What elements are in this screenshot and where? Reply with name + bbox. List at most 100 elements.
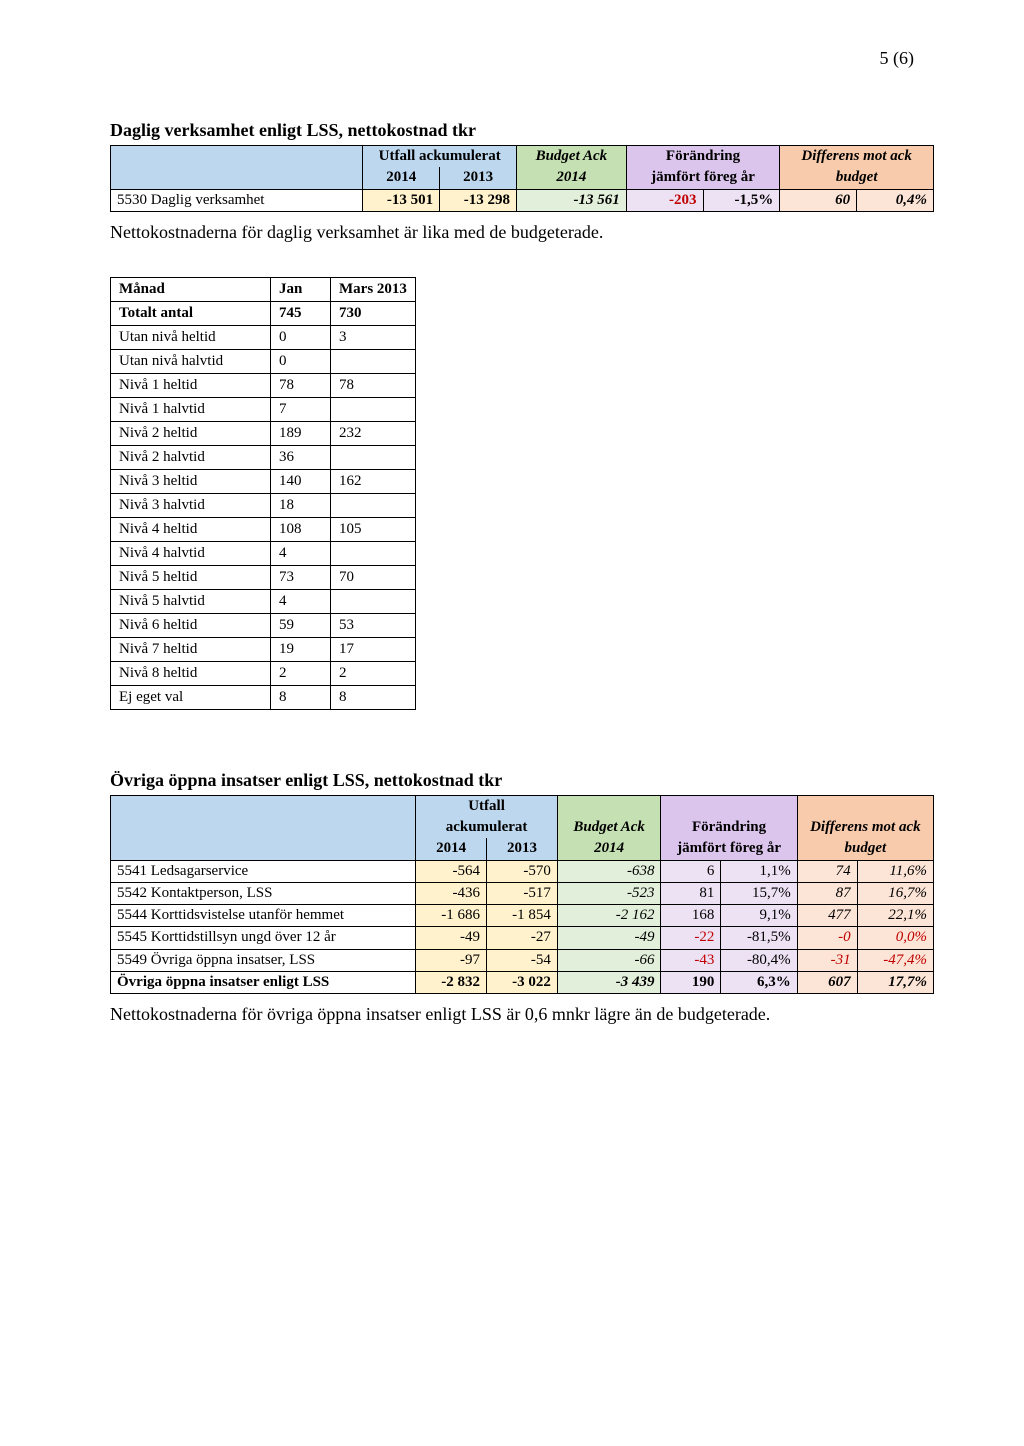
table3-cell-label: 5542 Kontaktperson, LSS (111, 882, 416, 904)
table3-total-row: Övriga öppna insatser enligt LSS-2 832-3… (111, 971, 934, 993)
table3-cell-u14: -49 (416, 927, 487, 949)
section1-note: Nettokostnaderna för daglig verksamhet ä… (110, 222, 934, 243)
stats-row-label: Nivå 6 heltid (111, 613, 271, 637)
table3-cell-chgP: -81,5% (721, 927, 797, 949)
stats-h-manad: Månad (111, 277, 271, 301)
table1-data-row: 5530 Daglig verksamhet -13 501 -13 298 -… (111, 189, 934, 211)
table1-h1-budget: Budget Ack (516, 146, 626, 168)
stats-row-label: Nivå 4 halvtid (111, 541, 271, 565)
table3-h1-chg (661, 795, 797, 817)
section3-note: Nettokostnaderna för övriga öppna insats… (110, 1004, 934, 1025)
table3-h3-jamfort: jämfört föreg år (661, 838, 797, 860)
stats-row-jan: 745 (271, 301, 331, 325)
table3-h3-2013: 2013 (487, 838, 558, 860)
table3-cell-dfP: 16,7% (857, 882, 933, 904)
table3-header-row2: ackumulerat Budget Ack Förändring Differ… (111, 817, 934, 838)
stats-row-mar: 70 (331, 565, 416, 589)
table3-cell-dfA: 74 (797, 860, 857, 882)
stats-row-label: Nivå 3 heltid (111, 469, 271, 493)
table3-cell-label: 5541 Ledsagarservice (111, 860, 416, 882)
table3-cell-chgA: 190 (661, 971, 721, 993)
stats-h-jan: Jan (271, 277, 331, 301)
table1-h2-2014b: 2014 (516, 167, 626, 189)
table3-cell-label: Övriga öppna insatser enligt LSS (111, 971, 416, 993)
table3-cell-dfA: 607 (797, 971, 857, 993)
table3-cell-u14: -97 (416, 949, 487, 971)
table3-h2-utfall: ackumulerat (416, 817, 558, 838)
stats-row-mar (331, 397, 416, 421)
page-number: 5 (6) (880, 48, 915, 69)
table3-cell-dfP: 17,7% (857, 971, 933, 993)
stats-row-mar: 162 (331, 469, 416, 493)
table3-h3-2014b: 2014 (557, 838, 661, 860)
stats-row-mar: 8 (331, 685, 416, 709)
table3-cell-chgP: 9,1% (721, 905, 797, 927)
table3-cell-u13: -54 (487, 949, 558, 971)
table1-h2-jamfort: jämfört föreg år (626, 167, 780, 189)
table3-h2-back: Budget Ack (557, 817, 661, 838)
stats-row-jan: 36 (271, 445, 331, 469)
stats-row-label: Nivå 1 heltid (111, 373, 271, 397)
stats-row-jan: 2 (271, 661, 331, 685)
table1-diff-pct: 0,4% (857, 189, 934, 211)
stats-row: Nivå 6 heltid5953 (111, 613, 416, 637)
table3-cell-u13: -3 022 (487, 971, 558, 993)
stats-row-jan: 140 (271, 469, 331, 493)
table3-cell-dfP: -47,4% (857, 949, 933, 971)
table1-u2014: -13 501 (363, 189, 440, 211)
table3-cell-chgA: -43 (661, 949, 721, 971)
stats-row: Ej eget val88 (111, 685, 416, 709)
stats-row-label: Nivå 2 heltid (111, 421, 271, 445)
table3-data-row: 5545 Korttidstillsyn ungd över 12 år-49 -… (111, 927, 934, 949)
stats-row: Nivå 2 heltid189232 (111, 421, 416, 445)
table3-cell-u13: -1 854 (487, 905, 558, 927)
table3-cell-dfA: 477 (797, 905, 857, 927)
stats-header-row: Månad Jan Mars 2013 (111, 277, 416, 301)
table3-h3-blank (111, 838, 416, 860)
stats-row-label: Nivå 3 halvtid (111, 493, 271, 517)
stats-row-label: Nivå 8 heltid (111, 661, 271, 685)
table3-cell-label: 5549 Övriga öppna insatser, LSS (111, 949, 416, 971)
stats-row-mar: 730 (331, 301, 416, 325)
table3-cell-label: 5544 Korttidsvistelse utanför hemmet (111, 905, 416, 927)
stats-row: Utan nivå halvtid0 (111, 349, 416, 373)
stats-row-mar (331, 445, 416, 469)
stats-row: Nivå 1 heltid7878 (111, 373, 416, 397)
stats-row: Nivå 8 heltid22 (111, 661, 416, 685)
stats-row-mar: 78 (331, 373, 416, 397)
table1-h1-utfall: Utfall ackumulerat (363, 146, 517, 168)
stats-row-mar (331, 589, 416, 613)
stats-row-label: Utan nivå halvtid (111, 349, 271, 373)
page: 5 (6) Daglig verksamhet enligt LSS, nett… (0, 0, 1024, 1446)
stats-row: Nivå 3 halvtid18 (111, 493, 416, 517)
table1-h1-differens: Differens mot ack (780, 146, 934, 168)
stats-row-jan: 78 (271, 373, 331, 397)
table1-back: -13 561 (516, 189, 626, 211)
table3-cell-dfA: -31 (797, 949, 857, 971)
table1-h1-forandring: Förändring (626, 146, 780, 168)
stats-row: Nivå 2 halvtid36 (111, 445, 416, 469)
table3-cell-chgP: 15,7% (721, 882, 797, 904)
table1-h2-2013: 2013 (440, 167, 517, 189)
table-manad-stats: Månad Jan Mars 2013 Totalt antal745730Ut… (110, 277, 416, 710)
table3-header-row3: 2014 2013 2014 jämfört föreg år budget (111, 838, 934, 860)
stats-row-jan: 19 (271, 637, 331, 661)
table3-cell-u13: -517 (487, 882, 558, 904)
table3-cell-dfA: -0 (797, 927, 857, 949)
table3-cell-chgA: 6 (661, 860, 721, 882)
stats-row-jan: 7 (271, 397, 331, 421)
table3-cell-back: -2 162 (557, 905, 661, 927)
section1-heading: Daglig verksamhet enligt LSS, nettokostn… (110, 120, 934, 141)
stats-row-label: Utan nivå heltid (111, 325, 271, 349)
table3-data-row: 5549 Övriga öppna insatser, LSS-97-54-66… (111, 949, 934, 971)
stats-row-mar (331, 349, 416, 373)
table3-h2-chg: Förändring (661, 817, 797, 838)
table1-h2-2014: 2014 (363, 167, 440, 189)
table3-cell-back: -638 (557, 860, 661, 882)
table3-cell-chgA: 81 (661, 882, 721, 904)
stats-row-jan: 18 (271, 493, 331, 517)
table1-h1-blank (111, 146, 363, 168)
stats-row-jan: 8 (271, 685, 331, 709)
stats-row: Nivå 3 heltid140162 (111, 469, 416, 493)
table3-cell-label: 5545 Korttidstillsyn ungd över 12 år (111, 927, 416, 949)
